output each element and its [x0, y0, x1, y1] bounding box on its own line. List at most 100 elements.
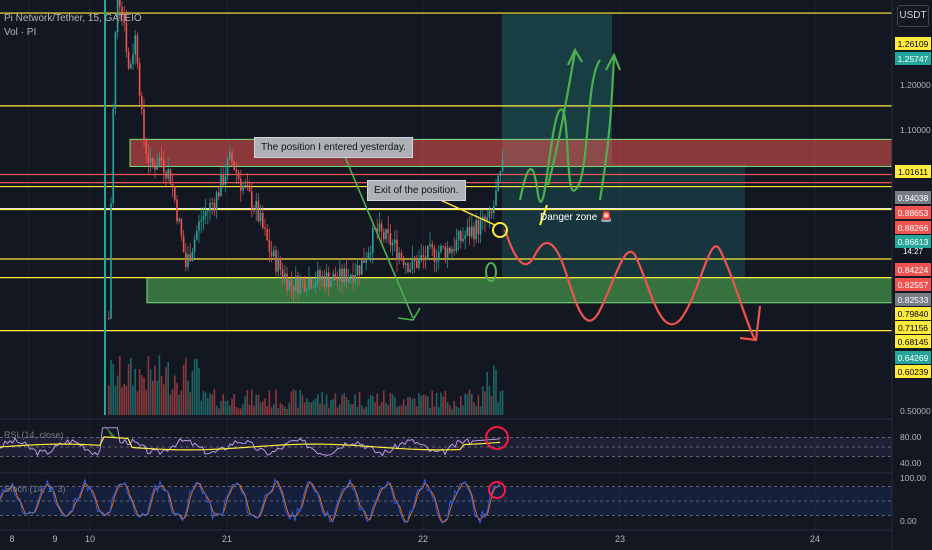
candle-body [116, 0, 119, 32]
volume-bar [374, 402, 376, 415]
candle-body [394, 239, 396, 243]
volume-bar [451, 408, 453, 415]
exit-marker-circle [492, 222, 508, 238]
candle-body [123, 13, 125, 23]
candle-body [356, 265, 359, 276]
candle-body [376, 228, 378, 232]
time-axis-tick: 23 [615, 534, 625, 544]
drawings [344, 47, 762, 342]
stoch-highlight-circle [488, 481, 506, 499]
candle-body [158, 157, 161, 167]
volume-bar [125, 385, 128, 415]
volume-bar [288, 402, 290, 415]
candle-body [407, 263, 409, 272]
candle-body [273, 250, 275, 257]
volume-bar [396, 406, 398, 415]
volume-bar [435, 392, 438, 415]
volume-bar [213, 389, 216, 415]
yellow-tick [539, 204, 548, 226]
volume-bar [222, 394, 224, 415]
volume-bar [350, 404, 352, 415]
candle-body [323, 276, 326, 288]
candle-body [189, 254, 191, 262]
candle-body [325, 272, 328, 288]
volume-bar [339, 404, 341, 415]
volume-bar [286, 408, 288, 415]
chart-legend: Pi Network/Tether, 15, GATEIO Vol · PI [4, 12, 142, 40]
volume-bar [314, 398, 317, 415]
volume-bar [178, 394, 180, 415]
candle-body [198, 221, 200, 231]
price-tag-label: 0.88266 [898, 223, 929, 233]
volume-bar [110, 359, 112, 415]
volume-bar [156, 380, 158, 415]
exit-arrow [435, 197, 496, 226]
volume-bar [154, 365, 156, 415]
volume-bar [145, 389, 147, 415]
volume-bar [424, 394, 427, 415]
volume-bar [253, 405, 255, 415]
candle-body [352, 274, 354, 282]
candle-body [270, 252, 273, 257]
volume-bar [407, 397, 409, 415]
candle-body [482, 216, 484, 220]
volume-bar [330, 399, 332, 415]
volume-bar [237, 408, 240, 415]
candle-body [387, 228, 389, 234]
rsi-ma-line [0, 436, 501, 451]
volume-bar [240, 408, 242, 415]
rsi-line [0, 427, 501, 457]
price-axis-tick: 1.20000 [900, 80, 931, 90]
volume-bar [372, 395, 374, 415]
candle-body [363, 260, 365, 263]
volume-bar [116, 375, 119, 415]
price-tag [895, 351, 931, 364]
volume-bar [295, 390, 297, 415]
volume-bar [449, 405, 451, 415]
currency-button[interactable]: USDT [897, 5, 929, 27]
volume-bar [308, 401, 310, 415]
candle-body [462, 238, 464, 242]
time-axis-tick: 24 [810, 534, 820, 544]
volume-bar [468, 389, 471, 415]
stoch-axis-tick: 100.00 [900, 473, 926, 483]
volume-bar [495, 369, 497, 415]
candle-body [154, 164, 156, 170]
candle-body [380, 223, 383, 232]
volume-bar [391, 393, 394, 415]
price-tag [895, 165, 931, 178]
candle-body [402, 257, 405, 265]
volume-bar [209, 393, 211, 415]
volume-bar [191, 370, 194, 415]
symbol-title: Pi Network/Tether, 15, GATEIO [4, 13, 142, 24]
volume-bar [152, 380, 154, 415]
candle-body [334, 273, 337, 280]
price-tag [895, 191, 931, 204]
candle-body [281, 269, 284, 278]
volume-bar [416, 406, 418, 415]
candle-body [385, 228, 387, 240]
price-tag [895, 365, 931, 378]
volume-bar [246, 390, 249, 415]
candle-body [486, 217, 488, 222]
volume-bar [231, 398, 233, 415]
volume-bar [413, 398, 416, 415]
candle-body [211, 202, 213, 204]
candle-body [295, 275, 297, 292]
volume-bar [158, 355, 161, 415]
volume-bar [325, 394, 328, 415]
volume-bar [248, 404, 251, 415]
candle-body [130, 63, 132, 69]
exit-note: Exit of the position. [367, 180, 466, 201]
candle-body [202, 215, 205, 220]
candle-body [160, 157, 163, 161]
candle-body [248, 185, 251, 192]
candle-body [413, 257, 416, 261]
time-axis[interactable]: 8 9 10 21 22 23 24 [9, 534, 820, 544]
volume-bar [275, 389, 277, 415]
candle-body [418, 258, 420, 268]
volume-bar [226, 400, 229, 415]
candle-body [264, 228, 266, 230]
price-axis[interactable]: 1.26109 1.25747 1.01611 0.94038 0.88653 0.882… [895, 37, 931, 526]
